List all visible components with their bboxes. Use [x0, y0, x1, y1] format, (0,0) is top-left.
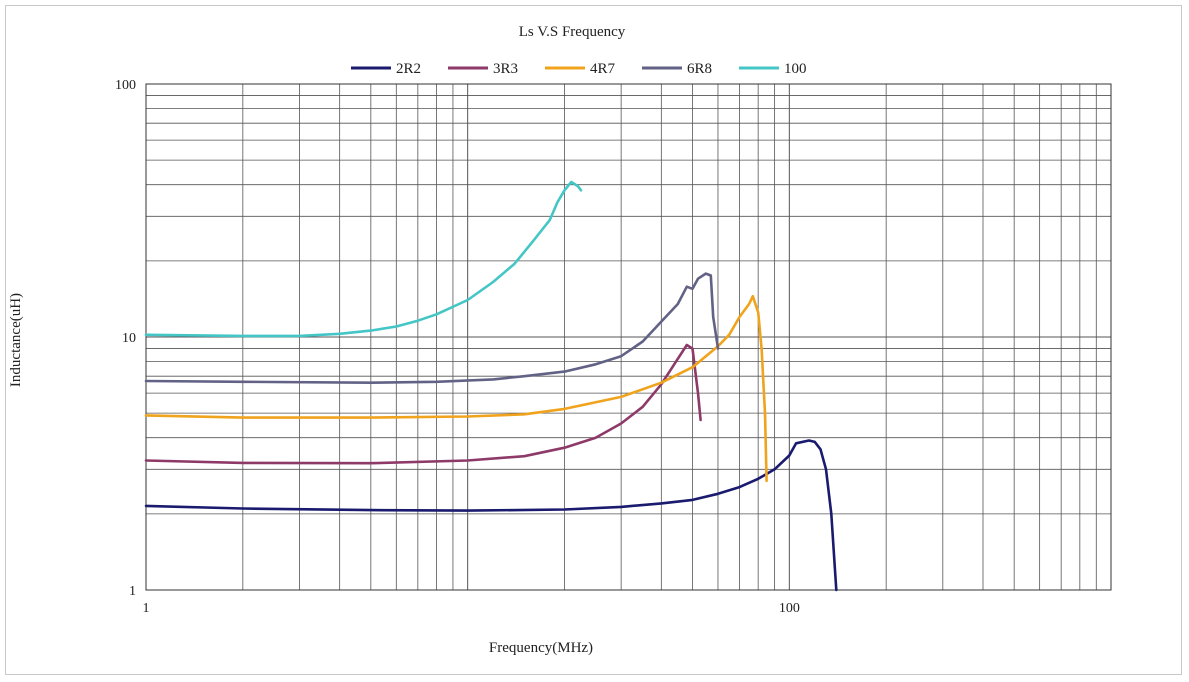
legend-label: 4R7 [590, 61, 616, 77]
x-tick-label: 1 [143, 601, 150, 616]
legend: 2R2 3R3 4R7 6R8 100 [351, 61, 807, 77]
tick-labels: 1 100 1 10 100 [115, 78, 800, 616]
chart-svg: Ls V.S Frequency 1 100 1 10 100 2R2 3R3 4R7 6R8… [8, 24, 1112, 656]
y-tick-label: 1 [129, 584, 136, 599]
y-tick-label: 10 [122, 331, 136, 346]
legend-label: 3R3 [493, 61, 518, 77]
legend-label: 2R2 [396, 61, 421, 77]
series-line-2R2 [144, 439, 838, 592]
legend-item-100: 100 [739, 61, 807, 77]
chart-title: Ls V.S Frequency [519, 24, 626, 40]
x-axis-title: Frequency(MHz) [489, 640, 593, 656]
legend-item-4R7: 4R7 [545, 61, 616, 77]
legend-item-3R3: 3R3 [448, 61, 518, 77]
legend-label: 6R8 [687, 61, 712, 77]
series-line-3R3 [144, 343, 702, 465]
series-line-4R7 [144, 294, 768, 483]
x-tick-label: 100 [779, 601, 800, 616]
y-axis-title: Inductance(uH) [8, 293, 24, 387]
y-tick-label: 100 [115, 78, 136, 93]
series-line-100 [144, 180, 583, 338]
series-line-6R8 [144, 272, 720, 384]
legend-item-6R8: 6R8 [642, 61, 712, 77]
legend-item-2R2: 2R2 [351, 61, 421, 77]
series-layer [144, 180, 838, 592]
plot-border [145, 83, 1112, 591]
legend-label: 100 [784, 61, 807, 77]
chart-frame: Ls V.S Frequency 1 100 1 10 100 2R2 3R3 4R7 6R8… [5, 5, 1182, 675]
